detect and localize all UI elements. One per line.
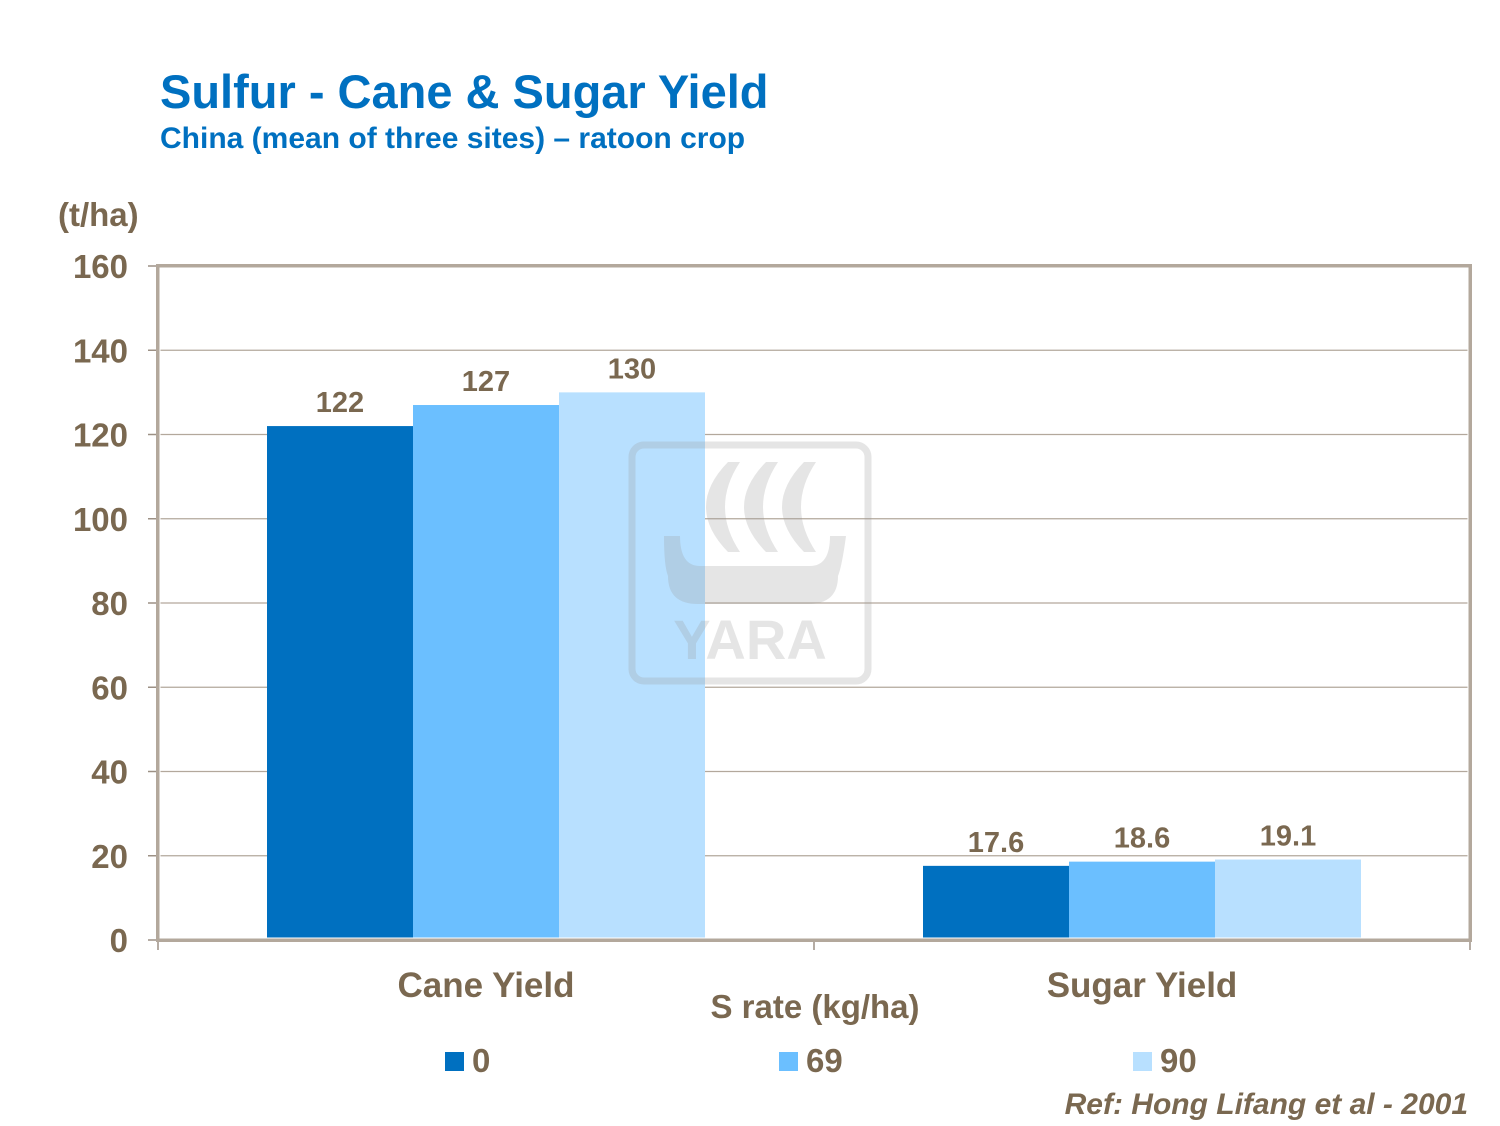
y-tick-label: 60 (91, 669, 128, 706)
watermark-text: YARA (673, 608, 827, 671)
bar-69-cane-yield (413, 405, 559, 940)
y-tick-label: 140 (73, 332, 128, 369)
category-label: Sugar Yield (1047, 966, 1238, 1005)
reference-note: Ref: Hong Lifang et al - 2001 (1064, 1088, 1468, 1121)
data-label: 127 (462, 366, 510, 398)
legend-swatch (445, 1051, 464, 1071)
y-tick-label: 100 (73, 501, 128, 538)
bar-69-sugar-yield (1069, 861, 1215, 940)
y-tick-label: 20 (91, 838, 128, 875)
chart-title: Sulfur - Cane & Sugar Yield (160, 65, 769, 118)
legend-label: 90 (1160, 1042, 1197, 1079)
bar-0-cane-yield (267, 426, 413, 940)
plot-frame-inner (159, 267, 1469, 939)
data-label: 18.6 (1114, 823, 1170, 855)
watermark-ship (664, 536, 846, 604)
bar-90-cane-yield (559, 392, 705, 940)
data-label: 19.1 (1260, 821, 1316, 853)
data-label: 130 (608, 353, 656, 385)
legend-swatch (1133, 1051, 1152, 1071)
y-tick-label: 120 (73, 417, 128, 454)
legend-swatch (779, 1051, 798, 1071)
x-axis-label: S rate (kg/ha) (710, 988, 920, 1025)
y-tick-label: 40 (91, 754, 128, 791)
watermark-sail (744, 462, 778, 552)
y-tick-label: 0 (110, 922, 128, 959)
bar-90-sugar-yield (1215, 859, 1361, 940)
chart-subtitle: China (mean of three sites) – ratoon cro… (160, 122, 746, 155)
watermark-sail (782, 462, 816, 552)
legend-label: 69 (806, 1042, 843, 1079)
data-label: 122 (316, 387, 364, 419)
data-label: 17.6 (968, 827, 1024, 859)
bar-0-sugar-yield (923, 865, 1069, 940)
y-tick-label: 80 (91, 585, 128, 622)
legend-item-90: 90 (1133, 1042, 1197, 1080)
category-label: Cane Yield (397, 966, 574, 1005)
y-axis-label: (t/ha) (58, 196, 139, 233)
legend-item-69: 69 (779, 1042, 843, 1080)
y-tick-label: 160 (73, 248, 128, 285)
watermark-frame (628, 441, 872, 685)
watermark-sail (706, 462, 740, 552)
legend-item-0: 0 (445, 1042, 490, 1080)
legend-label: 0 (472, 1042, 491, 1079)
plot-frame (156, 264, 1472, 942)
